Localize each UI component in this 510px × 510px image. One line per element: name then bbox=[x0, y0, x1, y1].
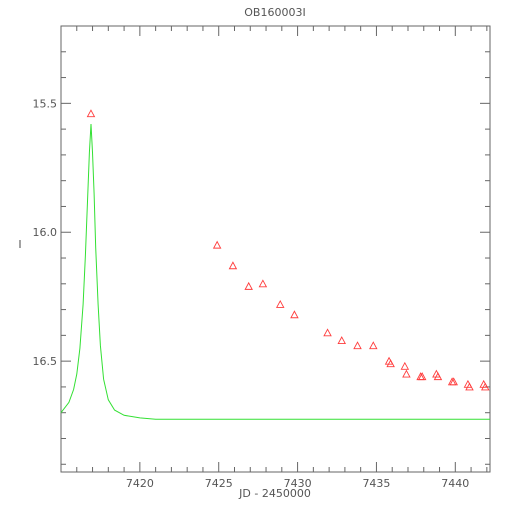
data-point bbox=[386, 359, 395, 368]
model-curve bbox=[60, 123, 490, 420]
data-point bbox=[228, 261, 238, 270]
x-axis-label: JD - 2450000 bbox=[238, 487, 311, 500]
data-point bbox=[400, 361, 410, 370]
data-point bbox=[244, 281, 253, 290]
data-point bbox=[212, 240, 222, 249]
data-point bbox=[402, 369, 411, 378]
y-tick-label: 16.0 bbox=[33, 226, 58, 239]
y-axis-label: I bbox=[18, 238, 21, 251]
data-point bbox=[86, 109, 96, 118]
data-point bbox=[369, 341, 378, 350]
data-point bbox=[323, 328, 332, 337]
data-point bbox=[275, 299, 285, 308]
data-point bbox=[449, 377, 458, 386]
x-tick-label: 7435 bbox=[362, 477, 390, 490]
plot-frame bbox=[60, 25, 491, 473]
x-tick-label: 7440 bbox=[441, 477, 469, 490]
chart-title: OB160003I bbox=[244, 6, 305, 19]
data-point bbox=[258, 279, 268, 288]
y-tick-label: 15.5 bbox=[33, 97, 58, 110]
data-point bbox=[465, 382, 474, 391]
data-point bbox=[290, 310, 299, 319]
data-point bbox=[417, 372, 427, 381]
data-point bbox=[481, 382, 490, 391]
axis-ticks bbox=[61, 25, 490, 472]
data-points bbox=[86, 109, 490, 391]
data-point bbox=[353, 341, 362, 350]
x-tick-label: 7420 bbox=[126, 477, 154, 490]
data-point bbox=[337, 336, 346, 344]
data-point bbox=[433, 372, 443, 381]
axis-tick-labels: 7420 7425 7430 7435 7440 15.5 16.0 16.5 bbox=[33, 97, 470, 490]
y-tick-label: 16.5 bbox=[33, 355, 58, 368]
x-tick-label: 7430 bbox=[284, 477, 312, 490]
x-tick-label: 7425 bbox=[205, 477, 233, 490]
